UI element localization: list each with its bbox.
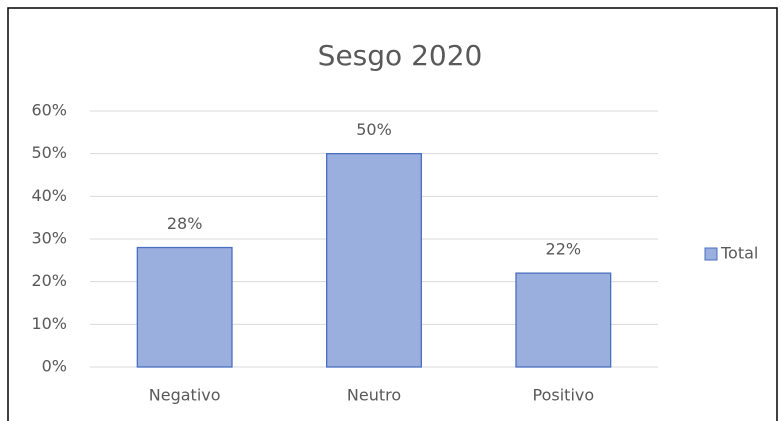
data-label: 50% — [356, 120, 392, 139]
data-label: 22% — [546, 240, 582, 259]
x-tick-label: Neutro — [347, 386, 401, 405]
y-tick-label: 60% — [31, 101, 67, 120]
y-tick-label: 0% — [42, 357, 67, 376]
bar — [136, 246, 233, 368]
legend-swatch — [704, 247, 718, 261]
bar — [515, 272, 612, 368]
y-tick-label: 10% — [31, 314, 67, 333]
x-tick-label: Positivo — [533, 386, 595, 405]
data-label: 28% — [167, 214, 203, 233]
x-tick-label: Negativo — [149, 386, 221, 405]
y-tick-label: 40% — [31, 186, 67, 205]
y-tick-label: 30% — [31, 229, 67, 248]
y-tick-label: 20% — [31, 271, 67, 290]
y-tick-label: 50% — [31, 143, 67, 162]
bar — [326, 153, 422, 368]
legend-label: Total — [720, 244, 758, 263]
chart-title: Sesgo 2020 — [318, 39, 483, 72]
